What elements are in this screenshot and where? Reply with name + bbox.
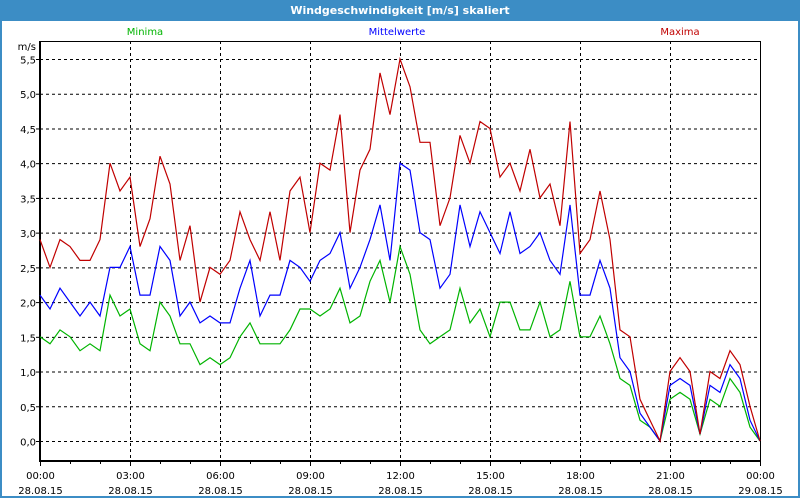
x-tick-time: 09:00: [296, 471, 325, 482]
x-tick-time: 12:00: [386, 471, 415, 482]
y-tick-label: 5,5: [20, 56, 36, 67]
x-tick-time: 03:00: [116, 471, 145, 482]
axes: [36, 41, 761, 466]
y-tick-label: 4,5: [20, 125, 36, 136]
x-tick-date: 29.08.15: [738, 486, 783, 497]
y-tick-label: 5,0: [20, 90, 36, 101]
x-tick-date: 28.08.15: [468, 486, 513, 497]
y-tick-label: 2,5: [20, 264, 36, 275]
x-tick-date: 28.08.15: [198, 486, 243, 497]
y-tick-label: 3,5: [20, 194, 36, 205]
x-tick-time: 15:00: [476, 471, 505, 482]
x-tick-date: 28.08.15: [108, 486, 153, 497]
x-tick-date: 28.08.15: [18, 486, 63, 497]
legend-mittelwerte: Mittelwerte: [369, 27, 426, 38]
y-tick-label: 1,0: [20, 368, 36, 379]
legend-maxima: Maxima: [660, 27, 699, 38]
window-title: Windgeschwindigkeit [m/s] skaliert: [0, 0, 800, 21]
y-tick-label: 0,5: [20, 403, 36, 414]
series-line-maxima: [39, 56, 761, 444]
y-tick-label: 0,0: [20, 438, 36, 449]
x-tick-time: 00:00: [746, 471, 775, 482]
legend-minima: Minima: [127, 27, 163, 38]
series-lines: [39, 56, 761, 444]
x-tick-time: 21:00: [656, 471, 685, 482]
y-tick-label: 3,0: [20, 229, 36, 240]
y-axis-unit: m/s: [18, 42, 36, 53]
x-tick-time: 00:00: [26, 471, 55, 482]
x-tick-time: 06:00: [206, 471, 235, 482]
labels: 0,0 0,5 1,0 1,5 2,0 2,5 3,0 3,5 4,0 4,5 5,0 5,5 m/s 0…: [18, 27, 783, 497]
y-tick-label: 1,5: [20, 333, 36, 344]
x-tick-date: 28.08.15: [378, 486, 423, 497]
series-line-mittelwerte: [39, 162, 761, 443]
y-tick-label: 2,0: [20, 299, 36, 310]
x-tick-date: 28.08.15: [648, 486, 693, 497]
x-tick-date: 28.08.15: [558, 486, 603, 497]
y-tick-label: 4,0: [20, 160, 36, 171]
series-line-minima: [39, 244, 761, 443]
grid: [40, 41, 760, 461]
x-tick-time: 18:00: [566, 471, 595, 482]
x-tick-date: 28.08.15: [288, 486, 333, 497]
